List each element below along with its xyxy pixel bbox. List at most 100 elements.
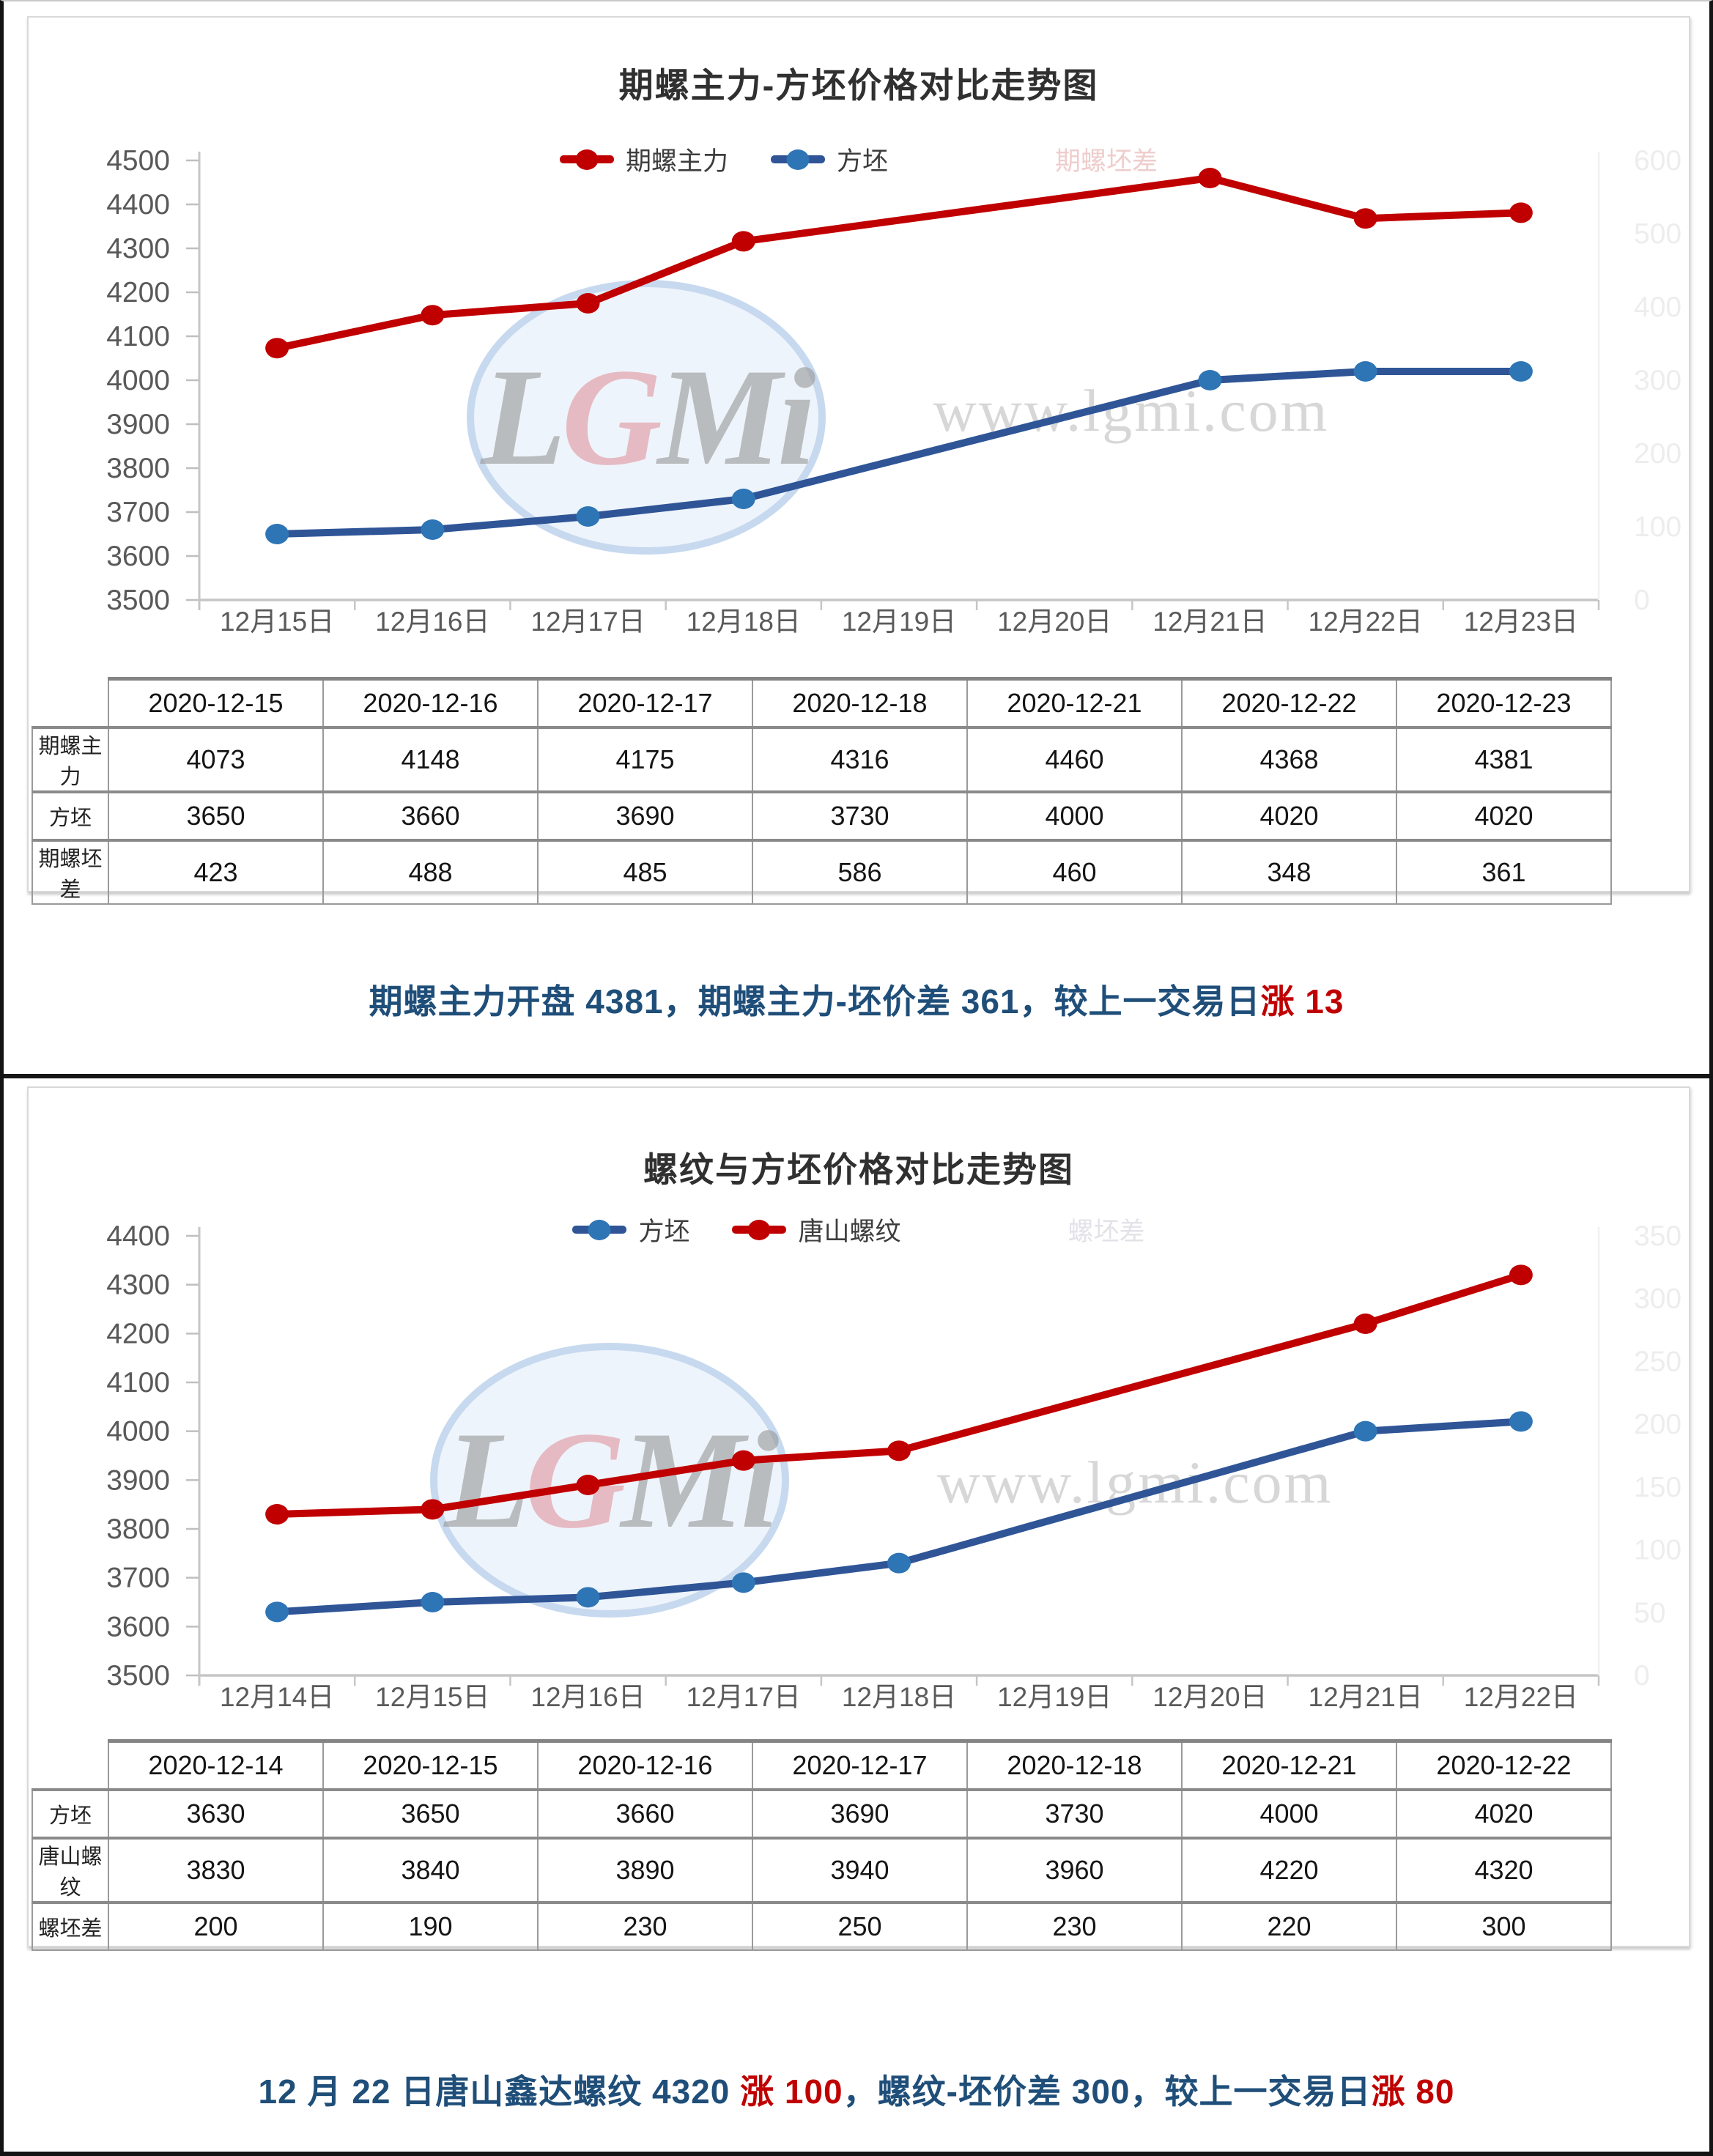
legend-item: 方坯: [572, 1211, 689, 1248]
y-axis-label: 3800: [106, 453, 170, 484]
x-axis-label: 12月15日: [220, 607, 334, 637]
table-cell: 3690: [537, 790, 753, 841]
table-cell: 3690: [752, 1788, 968, 1839]
legend-marker-icon: [732, 1219, 787, 1240]
x-axis-label: 12月14日: [220, 1682, 334, 1712]
table-date-header: 2020-12-23: [1396, 677, 1612, 729]
table-row-label: 唐山螺纹: [32, 1837, 109, 1903]
table-cell: 230: [966, 1901, 1183, 1951]
table-cell: 4148: [322, 726, 539, 793]
data-point: [421, 1592, 445, 1612]
table-cell: 3730: [752, 790, 968, 841]
data-point: [576, 506, 600, 527]
table-cell: 4000: [1181, 1788, 1397, 1839]
legend-marker-icon: [572, 1219, 627, 1240]
data-point: [887, 1440, 911, 1462]
table-cell: 4020: [1396, 790, 1612, 841]
y-axis-label: 3700: [106, 497, 170, 528]
y2-axis-label: 50: [1634, 1597, 1665, 1629]
series-line: [273, 368, 1525, 538]
table-cell: 3630: [108, 1788, 324, 1839]
table-cell: 3840: [322, 1837, 539, 1903]
x-axis-label: 12月17日: [687, 1682, 801, 1712]
data-point: [1198, 168, 1222, 188]
y-axis-label: 3900: [106, 1464, 170, 1496]
y-axis-label: 4100: [106, 321, 170, 352]
legend-label: 方坯: [836, 147, 888, 176]
table-date-header: 2020-12-22: [1181, 677, 1397, 729]
table-cell: 3890: [537, 1837, 753, 1903]
data-point: [887, 1552, 911, 1574]
table-row-label: 方坯: [32, 1788, 109, 1839]
data-point: [1353, 361, 1377, 382]
table-row: 螺坯差 200 190 230 250 230 220 300: [32, 1901, 1612, 1951]
table-corner-cell: [32, 679, 108, 728]
data-point: [265, 1504, 289, 1525]
y2-axis-label: 150: [1634, 1472, 1681, 1503]
y-axis-label: 3800: [106, 1514, 170, 1545]
table-header-row: 2020-12-14 2020-12-15 2020-12-16 2020-12-17…: [32, 1739, 1612, 1791]
series-line: [273, 1271, 1525, 1518]
table-date-header: 2020-12-18: [966, 1739, 1183, 1791]
chart1-data-table: 2020-12-15 2020-12-16 2020-12-17 2020-12-18…: [32, 677, 1612, 905]
legend-item: 期螺主力: [559, 141, 728, 178]
table-cell: 4020: [1181, 790, 1397, 841]
data-point: [576, 293, 600, 314]
logo-letter: G: [561, 340, 662, 494]
data-point: [265, 1601, 289, 1623]
table-row: 方坯 3630 3650 3660 3690 3730 4000 4020: [32, 1788, 1612, 1839]
x-axis-label: 12月19日: [842, 607, 956, 637]
table-cell: 3940: [752, 1837, 968, 1903]
summary-segment: 12 月 22 日唐山鑫达螺纹 4320: [258, 2072, 741, 2111]
table-row: 期螺主力 4073 4148 4175 4316 4460 4368 4381: [32, 726, 1612, 793]
table-cell: 200: [108, 1901, 324, 1951]
y2-axis-label: 100: [1634, 1535, 1681, 1566]
y2-axis-label: 500: [1634, 218, 1681, 250]
y2-axis-label: 300: [1634, 365, 1681, 396]
data-point: [576, 1587, 600, 1608]
table-cell: 4316: [752, 726, 968, 793]
table-row: 期螺坯差 423 488 485 586 460 348 361: [32, 839, 1612, 905]
table-cell: 3660: [322, 790, 539, 841]
table-date-header: 2020-12-15: [322, 1739, 539, 1791]
legend-label: 方坯: [638, 1218, 690, 1246]
x-axis-label: 12月18日: [842, 1682, 956, 1712]
data-point: [1353, 1420, 1377, 1442]
legend-label: 期螺主力: [625, 147, 728, 176]
table-cell: 4368: [1181, 726, 1397, 793]
chart1-summary-text: 期螺主力开盘 4381，期螺主力-坯价差 361，较上一交易日涨 13: [4, 975, 1709, 1023]
table-row-label: 期螺坯差: [32, 839, 109, 905]
data-point: [731, 1572, 755, 1593]
table-cell: 4073: [108, 726, 324, 793]
table-cell: 423: [108, 839, 324, 905]
table-corner-cell: [32, 1741, 108, 1790]
table-cell: 4175: [537, 726, 753, 793]
y-axis-label: 4300: [106, 1270, 170, 1301]
summary-segment: 涨 100: [740, 2072, 843, 2111]
legend-marker-dot-icon: [575, 149, 599, 170]
legend-marker-dot-icon: [747, 1219, 771, 1240]
y-axis-label: 3500: [106, 585, 170, 616]
summary-segment: ，螺纹-坯价差 300，较上一交易日: [843, 2072, 1372, 2111]
legend-marker-icon: [559, 149, 614, 170]
table-row: 方坯 3650 3660 3690 3730 4000 4020 4020: [32, 790, 1612, 841]
chart1-title: 期螺主力-方坯价格对比走势图: [618, 66, 1099, 105]
table-cell: 190: [322, 1901, 539, 1951]
y-axis-label: 3600: [106, 541, 170, 572]
table-cell: 4460: [966, 726, 1183, 793]
x-axis-label: 12月21日: [1153, 607, 1267, 637]
table-date-header: 2020-12-21: [966, 677, 1183, 729]
data-point: [1509, 361, 1533, 382]
table-date-header: 2020-12-17: [752, 1739, 968, 1791]
y-axis-label: 3600: [106, 1611, 170, 1642]
chart1-plot: 3500360037003800390040004100420043004400…: [106, 145, 1681, 637]
data-point: [1198, 370, 1222, 390]
logo-letter: L: [481, 340, 566, 494]
x-axis-label: 12月19日: [997, 1682, 1111, 1712]
logo-letter: M: [657, 340, 782, 494]
table-cell: 3660: [537, 1788, 753, 1839]
data-point: [731, 489, 755, 509]
y-axis-label: 4200: [106, 1318, 170, 1349]
y2-axis-label: 0: [1634, 585, 1650, 616]
